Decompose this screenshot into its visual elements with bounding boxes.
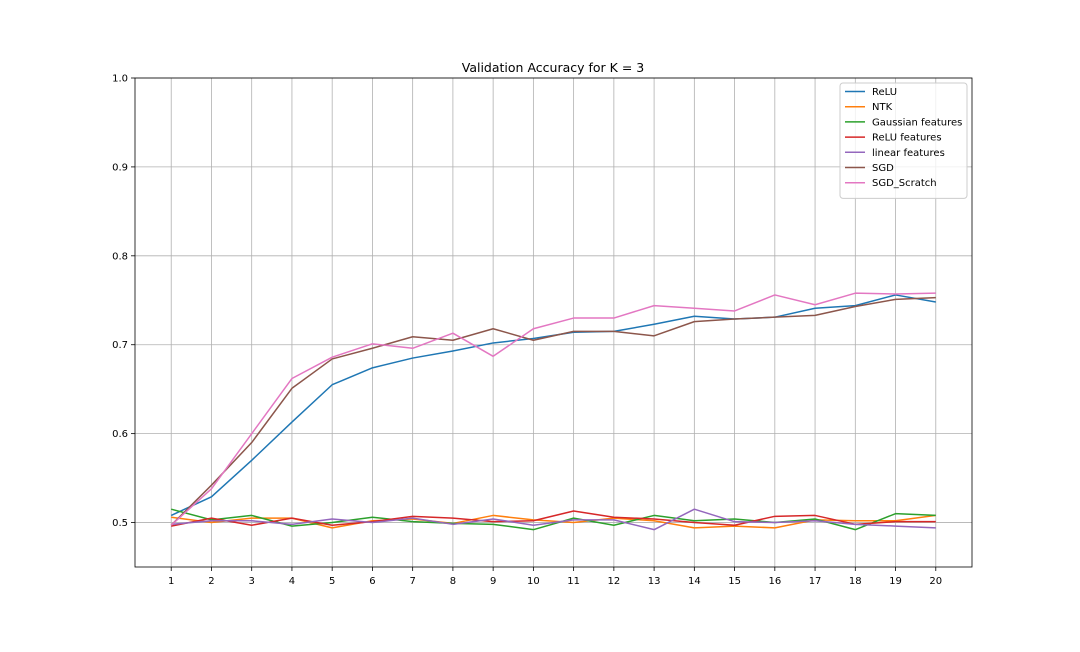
series-line-relu-features — [171, 510, 936, 527]
y-tick-label: 1.0 — [112, 74, 128, 85]
series-line-sgd — [170, 296, 936, 526]
x-tick-label: 15 — [728, 576, 741, 587]
x-tick-label: 6 — [369, 576, 375, 587]
x-tick-label: 8 — [450, 576, 456, 587]
grid-lines — [135, 77, 972, 567]
x-tick-label: 2 — [208, 576, 214, 587]
x-tick-label: 17 — [809, 576, 822, 587]
x-tick-label: 9 — [490, 576, 496, 587]
y-tick-label: 0.8 — [112, 251, 128, 262]
legend-label: ReLU — [872, 87, 897, 98]
legend-label: ReLU features — [872, 133, 942, 144]
x-tick-label: 14 — [688, 576, 701, 587]
x-axis: 1 2 3 4 5 6 7 8 9 10 11 12 13 14 15 16 17 18 19 20 — [168, 567, 942, 587]
x-tick-label: 19 — [889, 576, 902, 587]
legend-frame — [839, 82, 968, 199]
x-tick-label: 13 — [648, 576, 661, 587]
x-tick-label: 11 — [567, 576, 580, 587]
x-tick-label: 18 — [849, 576, 862, 587]
y-tick-label: 0.6 — [112, 429, 128, 440]
x-tick-label: 5 — [329, 576, 335, 587]
y-tick-label: 0.9 — [112, 162, 128, 173]
legend-label: NTK — [872, 102, 893, 113]
series-line-linear-features — [171, 508, 936, 531]
y-tick-label: 0.5 — [112, 518, 128, 529]
legend-label: SGD_Scratch — [872, 178, 937, 189]
x-tick-label: 7 — [409, 576, 415, 587]
legend: ReLU NTK Gaussian features ReLU features lin… — [839, 82, 968, 199]
x-tick-label: 10 — [527, 576, 540, 587]
series-layer — [170, 292, 936, 531]
x-tick-label: 3 — [249, 576, 255, 587]
legend-label: SGD — [872, 163, 894, 174]
series-line-gaussian-features — [171, 508, 936, 531]
x-tick-label: 4 — [289, 576, 295, 587]
plot-area-frame — [134, 77, 973, 568]
chart-title: Validation Accuracy for K = 3 — [462, 60, 644, 75]
x-tick-label: 1 — [168, 576, 174, 587]
series-line-sgd-scratch — [170, 292, 936, 526]
y-tick-label: 0.7 — [112, 340, 128, 351]
x-tick-label: 12 — [607, 576, 620, 587]
legend-label: linear features — [872, 148, 945, 159]
legend-label: Gaussian features — [872, 117, 962, 128]
x-tick-label: 16 — [768, 576, 781, 587]
series-line-relu — [170, 294, 936, 517]
x-tick-label: 20 — [929, 576, 942, 587]
y-axis: 0.5 0.6 0.7 0.8 0.9 1.0 — [112, 74, 135, 529]
